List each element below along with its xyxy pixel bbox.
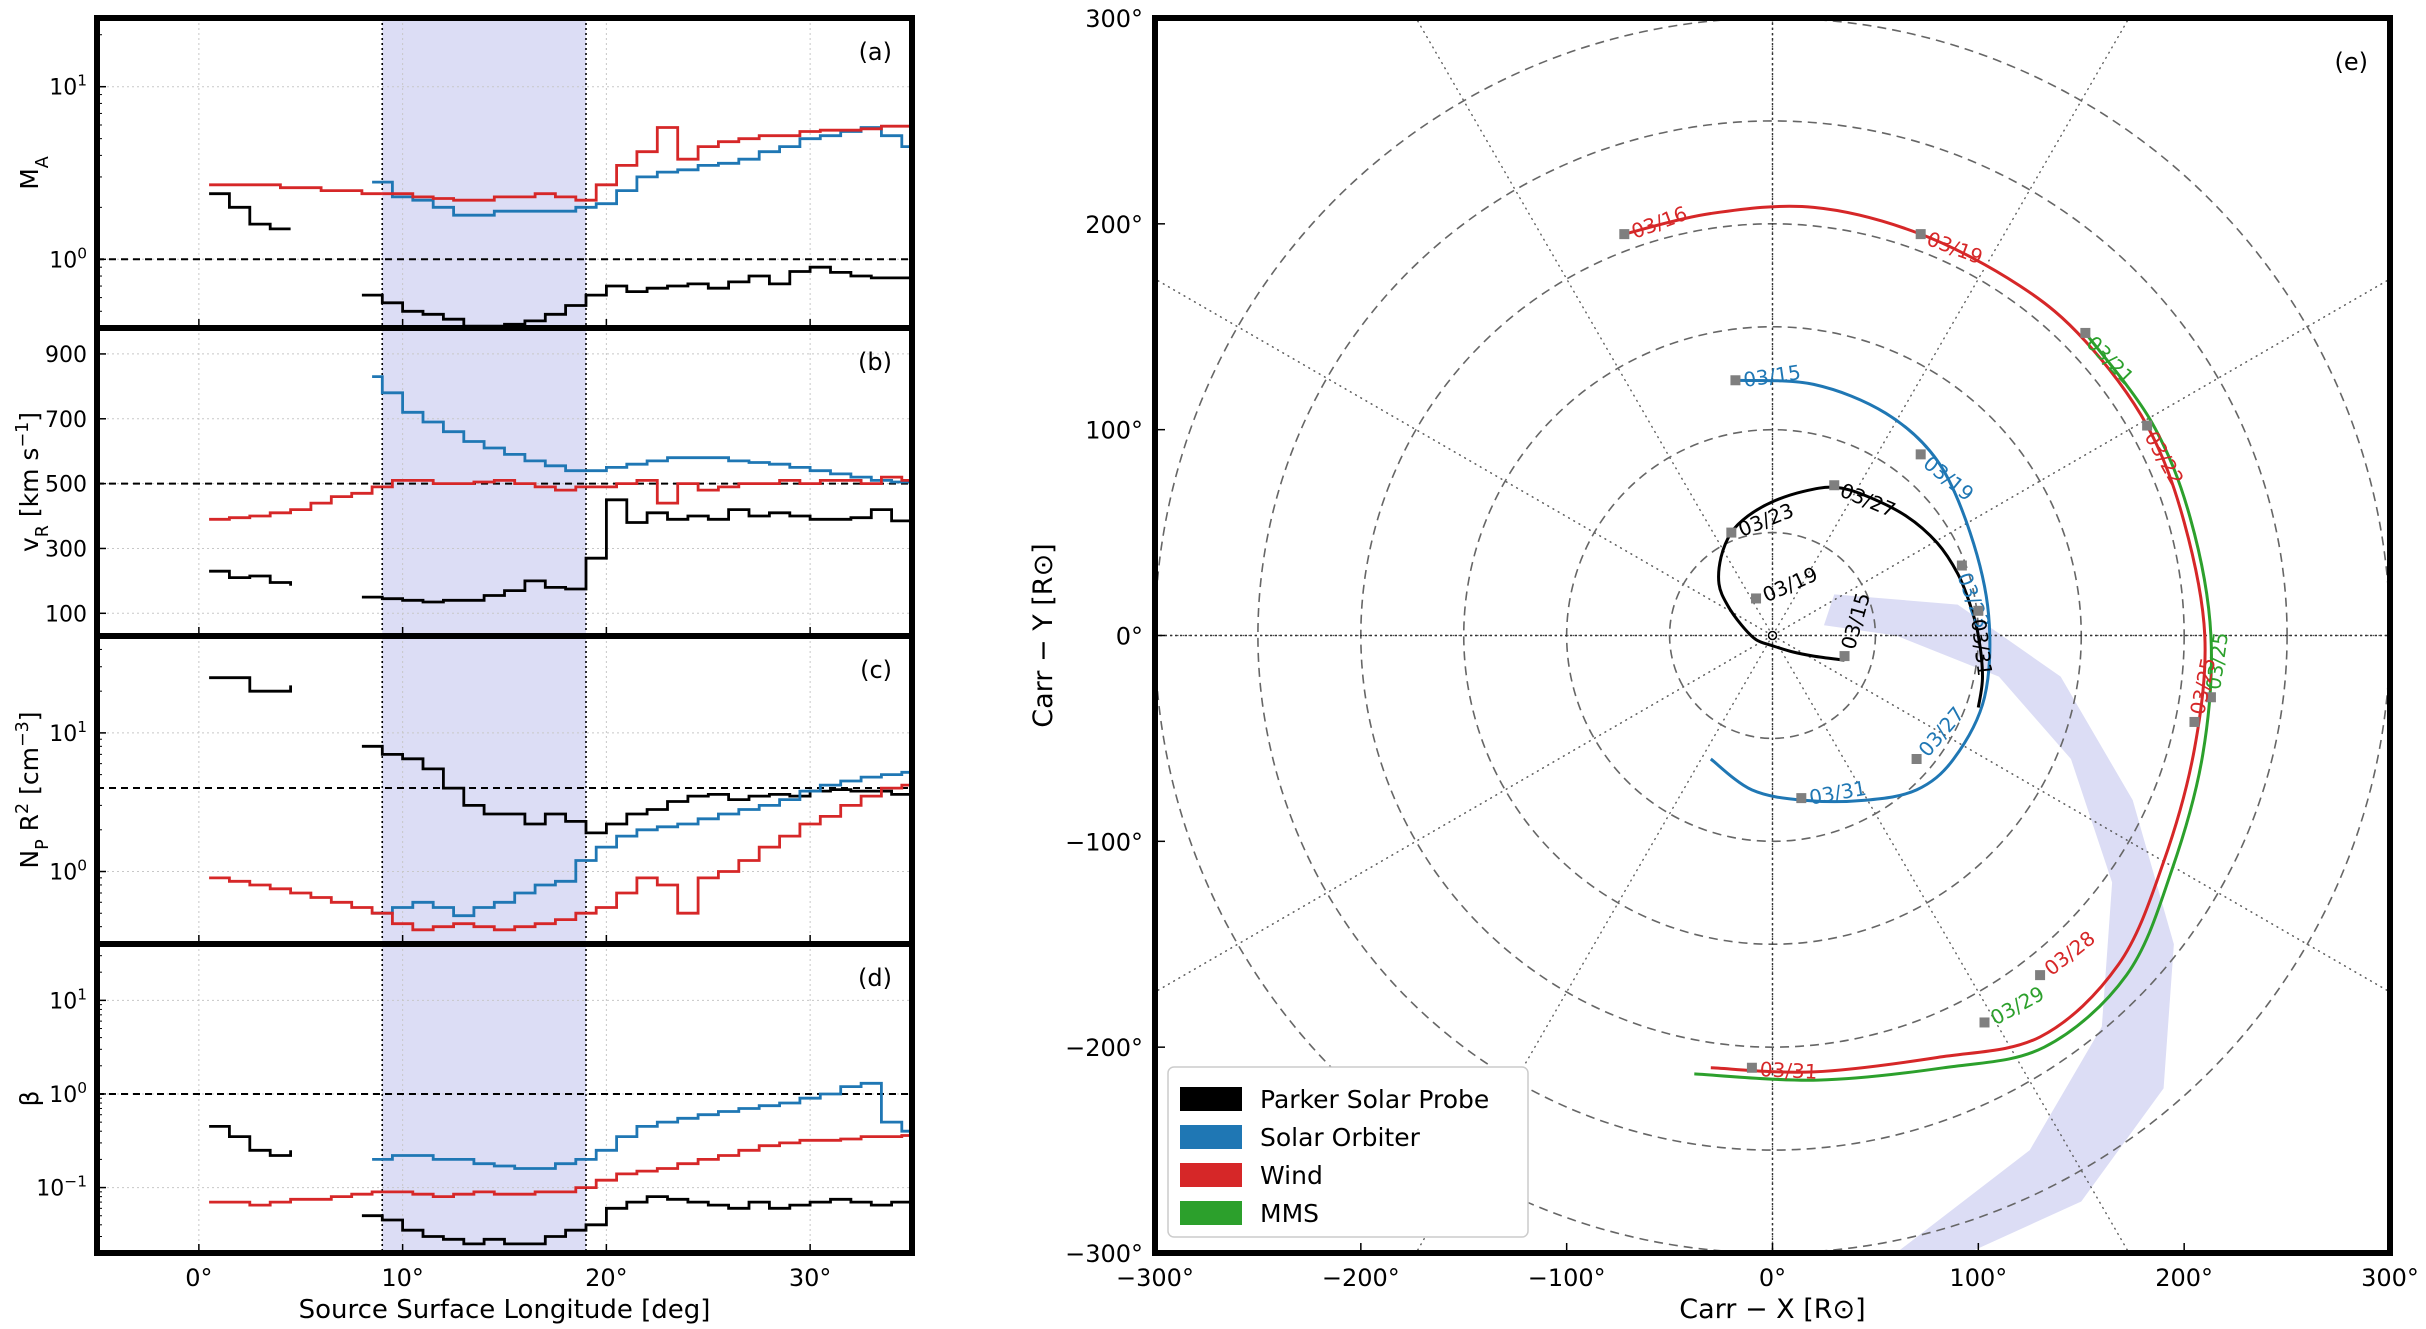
date-label: 03/15 — [1742, 360, 1802, 392]
panel-c: 100 101 (c) NP R2 [cm−3] — [13, 636, 912, 944]
date-label: 03/28 — [2040, 926, 2100, 981]
y-tick-label: 100 — [49, 1079, 87, 1108]
date-label: 03/31 — [1759, 1057, 1818, 1084]
radial-gridline — [1773, 636, 2426, 1068]
shaded-band — [382, 944, 586, 1253]
shaded-band — [382, 636, 586, 944]
date-marker — [1796, 793, 1806, 803]
shaded-band — [382, 18, 586, 328]
sun-marker-dot — [1771, 634, 1773, 636]
legend-swatch — [1180, 1201, 1242, 1225]
date-marker — [2080, 328, 2090, 338]
y-axis-label: Carr − Y [R⊙] — [1028, 543, 1059, 727]
date-marker — [1751, 593, 1761, 603]
shaded-stream-band — [1824, 594, 2174, 1253]
legend-label: MMS — [1260, 1199, 1319, 1228]
date-marker — [1916, 449, 1926, 459]
date-marker — [1957, 561, 1967, 571]
date-marker — [1726, 528, 1736, 538]
y-tick-label: −100° — [1065, 828, 1143, 856]
x-axis-label: Source Surface Longitude [deg] — [299, 1295, 711, 1325]
x-tick-label: 30° — [789, 1264, 832, 1292]
legend-label: Wind — [1260, 1161, 1323, 1190]
y-tick-label: 101 — [49, 72, 87, 101]
legend-swatch — [1180, 1125, 1242, 1149]
date-label: 03/19 — [1924, 227, 1986, 269]
date-marker — [1619, 229, 1629, 239]
x-tick-label: 200° — [2155, 1264, 2213, 1292]
x-tick-label: −100° — [1528, 1264, 1606, 1292]
date-marker — [2142, 421, 2152, 431]
y-axis-label: β — [15, 1091, 44, 1107]
date-marker — [1829, 480, 1839, 490]
y-tick-label: 700 — [45, 408, 87, 433]
panel-label: (a) — [859, 38, 892, 66]
date-marker — [1747, 1063, 1757, 1073]
y-axis-label: MA — [15, 156, 53, 190]
date-label: 03/31 — [1966, 617, 1997, 677]
y-tick-label: 200° — [1085, 211, 1143, 239]
panel-label: (b) — [858, 348, 892, 376]
panel-label: (d) — [858, 964, 892, 992]
x-axis-label: Carr − X [R⊙] — [1679, 1294, 1865, 1325]
y-tick-label: 10−1 — [36, 1173, 87, 1202]
legend-swatch — [1180, 1163, 1242, 1187]
x-tick-label: −300° — [1116, 1264, 1194, 1292]
y-tick-label: 101 — [49, 718, 87, 747]
date-label: 03/31 — [1807, 776, 1868, 810]
x-tick-label: 300° — [2361, 1264, 2419, 1292]
panel-d: 10−1 100 101 (d) β — [15, 944, 912, 1253]
date-marker — [1980, 1017, 1990, 1027]
y-tick-label: −300° — [1065, 1240, 1143, 1268]
legend: Parker Solar Probe Solar Orbiter Wind MMS — [1168, 1067, 1528, 1237]
y-tick-label: 100° — [1085, 417, 1143, 445]
date-marker — [1916, 229, 1926, 239]
date-marker — [1730, 375, 1740, 385]
y-tick-label: 100 — [45, 602, 87, 627]
y-tick-label: 101 — [49, 985, 87, 1014]
x-tick-label: 0° — [185, 1264, 212, 1292]
x-tick-label: −200° — [1322, 1264, 1400, 1292]
x-tick-label: 10° — [381, 1264, 424, 1292]
y-tick-label: 300° — [1085, 5, 1143, 33]
y-tick-label: 0° — [1116, 623, 1143, 651]
polar-plot-area: 03/1603/1903/2103/2203/2503/2503/2803/29… — [908, 0, 2426, 1325]
panel-e: 03/1603/1903/2103/2203/2503/2503/2803/29… — [908, 0, 2426, 1325]
x-tick-label: 100° — [1949, 1264, 2007, 1292]
date-label: 03/21 — [2082, 331, 2139, 389]
date-label: 03/16 — [1628, 201, 1690, 243]
date-marker — [1912, 754, 1922, 764]
legend-swatch — [1180, 1087, 1242, 1111]
date-marker — [2035, 970, 2045, 980]
y-axis-label: NP R2 [cm−3] — [13, 711, 53, 868]
date-marker — [1973, 606, 1983, 616]
x-tick-label: 0° — [1759, 1264, 1786, 1292]
radial-gridline — [1773, 203, 2426, 635]
y-tick-label: 300 — [45, 537, 87, 562]
y-tick-label: 100 — [49, 857, 87, 886]
date-label: 03/27 — [1837, 478, 1899, 522]
y-tick-label: −200° — [1065, 1034, 1143, 1062]
panel-a: 100 101 (a) MA — [15, 18, 912, 328]
legend-label: Solar Orbiter — [1260, 1123, 1421, 1152]
y-tick-label: 100 — [49, 244, 87, 273]
panel-label: (c) — [860, 656, 892, 684]
date-label: 03/19 — [1919, 451, 1979, 506]
date-marker — [1840, 651, 1850, 661]
y-tick-label: 500 — [45, 473, 87, 498]
y-tick-label: 900 — [45, 343, 87, 368]
date-marker — [2189, 717, 2199, 727]
date-label: 03/19 — [1759, 562, 1821, 607]
x-tick-label: 20° — [585, 1264, 628, 1292]
date-label: 03/22 — [2140, 427, 2189, 489]
date-label: 03/29 — [1986, 981, 2048, 1030]
radial-gridline — [1773, 0, 2205, 635]
panel-label: (e) — [2335, 48, 2369, 76]
legend-label: Parker Solar Probe — [1260, 1085, 1489, 1114]
radial-gridline — [1340, 0, 1772, 635]
